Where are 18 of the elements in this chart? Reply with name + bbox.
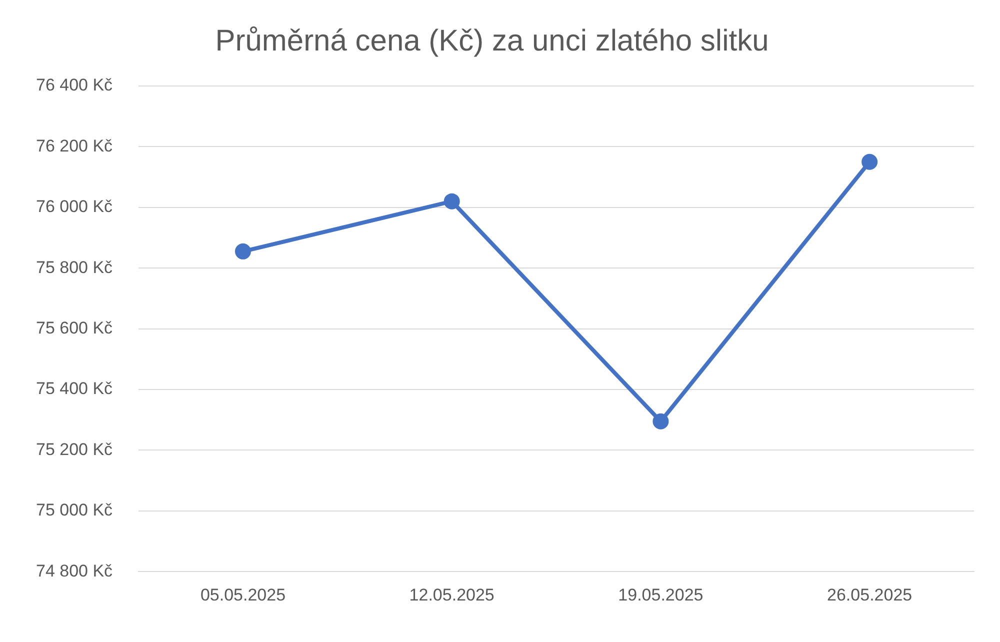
y-tick-label: 76 000 Kč: [36, 197, 114, 216]
y-tick-label: 75 000 Kč: [36, 500, 114, 520]
y-tick-label: 75 600 Kč: [36, 318, 114, 338]
x-tick-label: 19.05.2025: [618, 585, 704, 604]
x-tick-label: 26.05.2025: [827, 585, 912, 604]
point: [234, 243, 251, 260]
point: [444, 193, 460, 210]
y-tick-label: 75 200 Kč: [36, 440, 114, 459]
x-tick-label: 05.05.2025: [200, 585, 286, 604]
y-tick-label: 76 400 Kč: [36, 76, 114, 95]
y-tick-label: 75 400 Kč: [36, 379, 114, 398]
x-tick-label: 12.05.2025: [409, 585, 494, 604]
point: [652, 413, 669, 430]
chart-title: Průměrná cena (Kč) za unci zlatého slitku: [215, 24, 769, 58]
y-tick-label: 74 800 Kč: [36, 561, 114, 580]
y-tick-label: 75 800 Kč: [36, 258, 114, 277]
y-tick-label: 76 200 Kč: [36, 136, 114, 156]
point: [862, 154, 878, 170]
